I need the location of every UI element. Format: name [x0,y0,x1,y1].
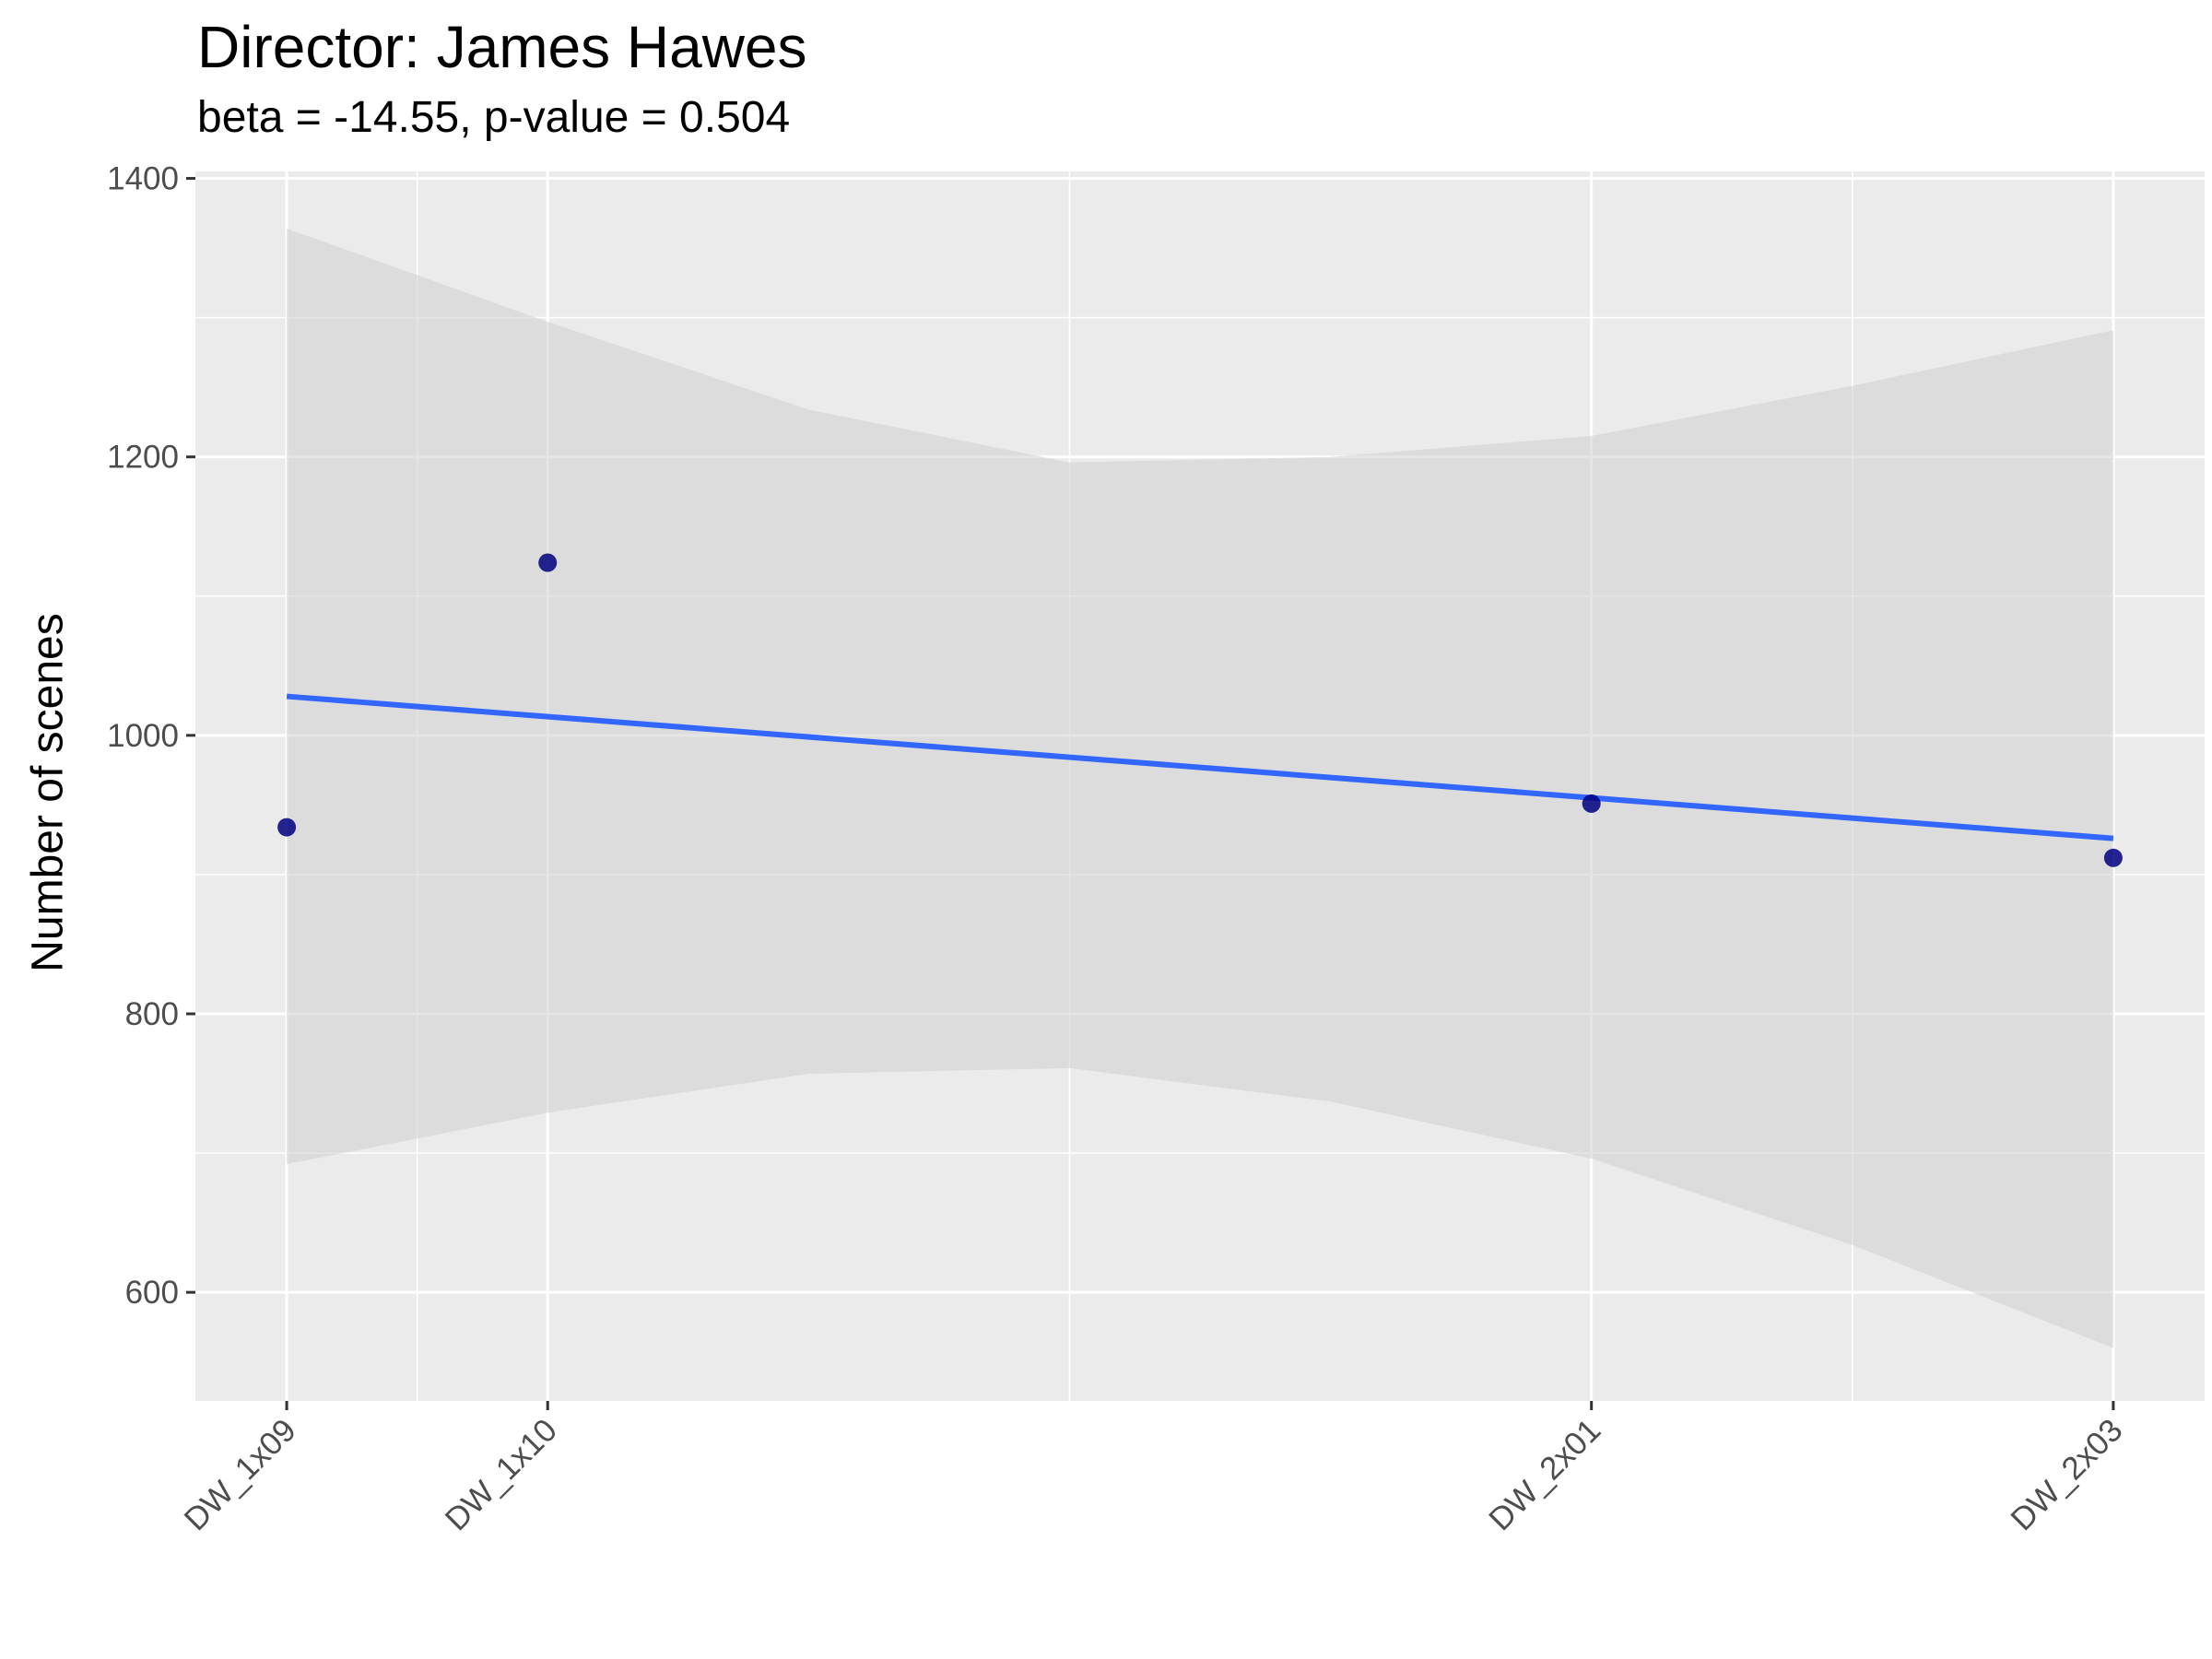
y-tick-label: 1400 [107,161,179,197]
chart-title: Director: James Hawes [197,14,807,80]
data-point [538,553,558,572]
confidence-band [287,228,2113,1348]
y-axis-label: Number of scenes [23,613,73,972]
regression-line [286,693,2114,841]
data-point [277,818,297,837]
data-point [1582,794,1601,813]
x-tick-label: DW_1x09 [178,1412,303,1537]
chart-subtitle: beta = -14.55, p-value = 0.504 [197,93,791,142]
x-tick-label: DW_2x01 [1482,1412,1607,1537]
data-point [2103,848,2123,867]
y-tick-label: 800 [125,996,179,1032]
x-tick-label: DW_2x03 [2004,1412,2129,1537]
y-tick-label: 1200 [107,440,179,476]
x-tick-label: DW_1x10 [439,1412,564,1537]
y-tick-label: 600 [125,1275,179,1311]
y-tick-label: 1000 [107,718,179,754]
